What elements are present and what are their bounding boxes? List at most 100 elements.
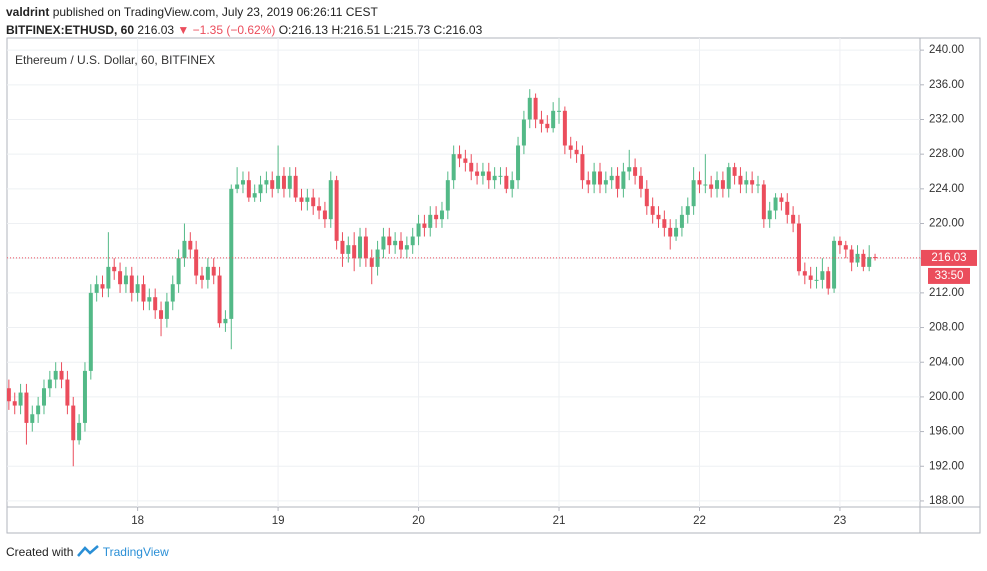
candle-body <box>674 227 679 237</box>
x-tick-label: 20 <box>412 515 425 527</box>
candle-body <box>404 245 409 250</box>
candle-body <box>112 266 117 272</box>
candle-body <box>463 158 468 163</box>
candle-body <box>258 184 263 194</box>
symbol: BITFINEX:ETHUSD, 60 <box>6 23 135 37</box>
candle-body <box>504 175 509 189</box>
candle-body <box>30 414 35 423</box>
candle-body <box>340 240 345 254</box>
countdown-box <box>928 267 970 284</box>
y-tick-label: 240.00 <box>929 44 964 56</box>
candle-body <box>369 258 374 267</box>
symbol-line: BITFINEX:ETHUSD, 60 216.03 ▼ −1.35 (−0.6… <box>6 23 482 37</box>
candle-body <box>510 180 515 189</box>
candle-body <box>7 388 11 402</box>
candle-body <box>346 245 351 254</box>
candle-body <box>720 180 725 189</box>
candle-body <box>709 184 714 189</box>
candle-body <box>153 297 158 311</box>
candle-body <box>352 245 357 259</box>
candle-body <box>451 154 456 181</box>
candle-body <box>317 206 322 211</box>
y-tick-label: 204.00 <box>929 356 964 368</box>
y-tick-label: 208.00 <box>929 322 964 334</box>
author: valdrint <box>6 5 50 19</box>
x-tick-label: 22 <box>693 515 706 527</box>
candle-body <box>527 97 532 120</box>
candle-body <box>457 154 462 159</box>
candle-body <box>732 167 737 176</box>
last-price-label: 216.03 <box>931 252 966 264</box>
candle-body <box>235 184 240 189</box>
candle-body <box>381 236 386 250</box>
candle-body <box>322 210 327 220</box>
candle-body <box>123 275 128 285</box>
candle-body <box>715 180 720 189</box>
candle-body <box>703 184 708 186</box>
candle-body <box>580 154 585 181</box>
price: 216.03 <box>137 23 175 37</box>
candle-body <box>802 271 807 276</box>
candle-body <box>773 197 778 211</box>
candle-body <box>662 219 667 228</box>
candle-body <box>94 284 99 293</box>
candle-body <box>603 180 608 185</box>
candle-body <box>387 236 392 246</box>
candle-body <box>445 180 450 211</box>
ohlc-high: H:216.51 <box>331 23 381 37</box>
ohlc-open: O:216.13 <box>278 23 329 37</box>
y-tick-label: 200.00 <box>929 391 964 403</box>
candle-body <box>586 180 591 185</box>
candle-body <box>194 249 199 276</box>
candle-body <box>521 119 526 146</box>
candle-body <box>498 175 503 177</box>
candle-body <box>65 379 70 406</box>
candle-body <box>59 370 64 380</box>
candle-body <box>486 171 491 181</box>
candle-body <box>276 175 281 189</box>
candle-body <box>615 175 620 189</box>
x-tick-label: 23 <box>834 515 847 527</box>
candle-body <box>814 279 819 281</box>
candle-body <box>873 257 878 259</box>
candle-body <box>574 149 579 155</box>
y-tick-label: 220.00 <box>929 218 964 230</box>
chart-title: Ethereum / U.S. Dollar, 60, BITFINEX <box>15 53 215 67</box>
candle-body <box>129 275 134 293</box>
candle-body <box>861 253 866 267</box>
candle-body <box>761 184 766 220</box>
candle-body <box>252 193 257 198</box>
candle-body <box>287 175 292 189</box>
candle-body <box>644 188 649 207</box>
publish-line: valdrint published on TradingView.com, J… <box>6 5 378 19</box>
candle-body <box>849 249 854 263</box>
y-tick-label: 236.00 <box>929 79 964 91</box>
change: −1.35 (−0.62%) <box>192 23 276 37</box>
candle-body <box>516 145 521 181</box>
candle-body <box>650 206 655 215</box>
candle-body <box>141 284 146 302</box>
candle-body <box>691 180 696 207</box>
candle-body <box>100 284 105 289</box>
candle-body <box>240 180 245 185</box>
candle-body <box>744 180 749 185</box>
candle-body <box>685 206 690 215</box>
candle-body <box>492 175 497 181</box>
x-tick-label: 21 <box>553 515 566 527</box>
candle-body <box>808 275 813 280</box>
candle-body <box>36 405 41 415</box>
candle-body <box>82 370 87 423</box>
candle-body <box>311 197 316 207</box>
candle-body <box>358 236 363 259</box>
candle-body <box>475 171 480 176</box>
candle-body <box>118 271 123 285</box>
candle-body <box>159 310 164 319</box>
candle-body <box>18 392 23 406</box>
chart-frame <box>6 37 981 534</box>
candle-body <box>12 401 17 406</box>
candle-body <box>88 292 93 371</box>
y-tick-label: 224.00 <box>929 183 964 195</box>
y-tick-label: 188.00 <box>929 495 964 507</box>
candle-body <box>826 271 831 289</box>
candle-body <box>750 180 755 185</box>
